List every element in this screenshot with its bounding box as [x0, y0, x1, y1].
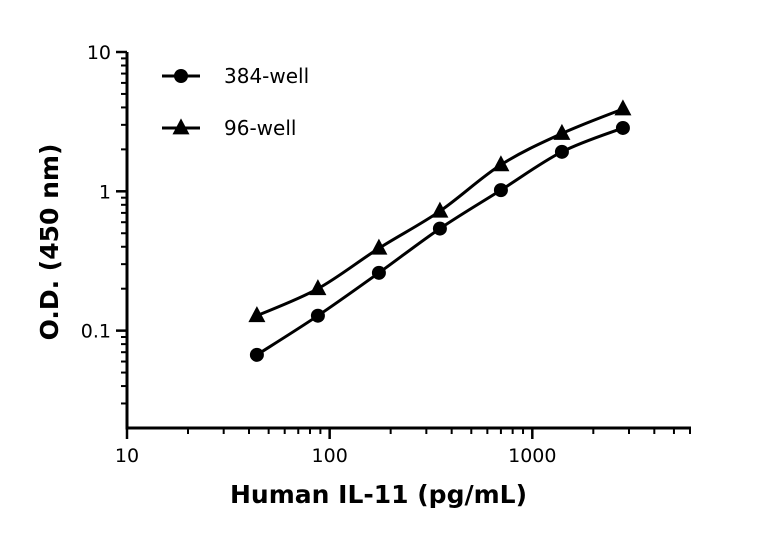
data-point-circle [310, 308, 325, 323]
data-point-triangle [370, 238, 388, 255]
data-point-triangle [309, 279, 327, 296]
y-tick-label: 10 [87, 42, 111, 64]
x-axis: 10 100 1000 [115, 426, 691, 467]
data-point-triangle [492, 155, 510, 172]
x-tick-label: 10 [115, 445, 139, 467]
legend: 384-well 96-well [162, 64, 309, 140]
series-line [256, 126, 624, 357]
data-point-circle [432, 221, 447, 236]
data-point-circle [371, 265, 386, 280]
legend-marker [172, 118, 190, 135]
series-circle [249, 120, 630, 362]
data-point-triangle [614, 99, 632, 116]
y-tick-label: 1 [99, 181, 111, 203]
plot-area [248, 99, 632, 362]
legend-entry: 96-well [162, 116, 296, 140]
data-point-circle [493, 183, 508, 198]
legend-marker [174, 69, 188, 83]
data-point-circle [249, 347, 264, 362]
data-point-circle [615, 120, 630, 135]
y-axis-title: O.D. (450 nm) [35, 144, 64, 341]
legend-label: 384-well [224, 64, 309, 88]
data-point-triangle [431, 201, 449, 218]
data-point-circle [554, 144, 569, 159]
x-axis-title: Human IL-11 (pg/mL) [230, 480, 527, 509]
data-point-triangle [553, 123, 571, 140]
legend-label: 96-well [224, 116, 296, 140]
data-point-triangle [248, 306, 266, 323]
x-tick-label: 100 [312, 445, 348, 467]
y-axis: 0.1 1 10 [81, 42, 129, 430]
series-triangle [248, 99, 632, 323]
y-tick-label: 0.1 [81, 321, 111, 343]
x-tick-label: 1000 [508, 445, 556, 467]
legend-entry: 384-well [162, 64, 309, 88]
